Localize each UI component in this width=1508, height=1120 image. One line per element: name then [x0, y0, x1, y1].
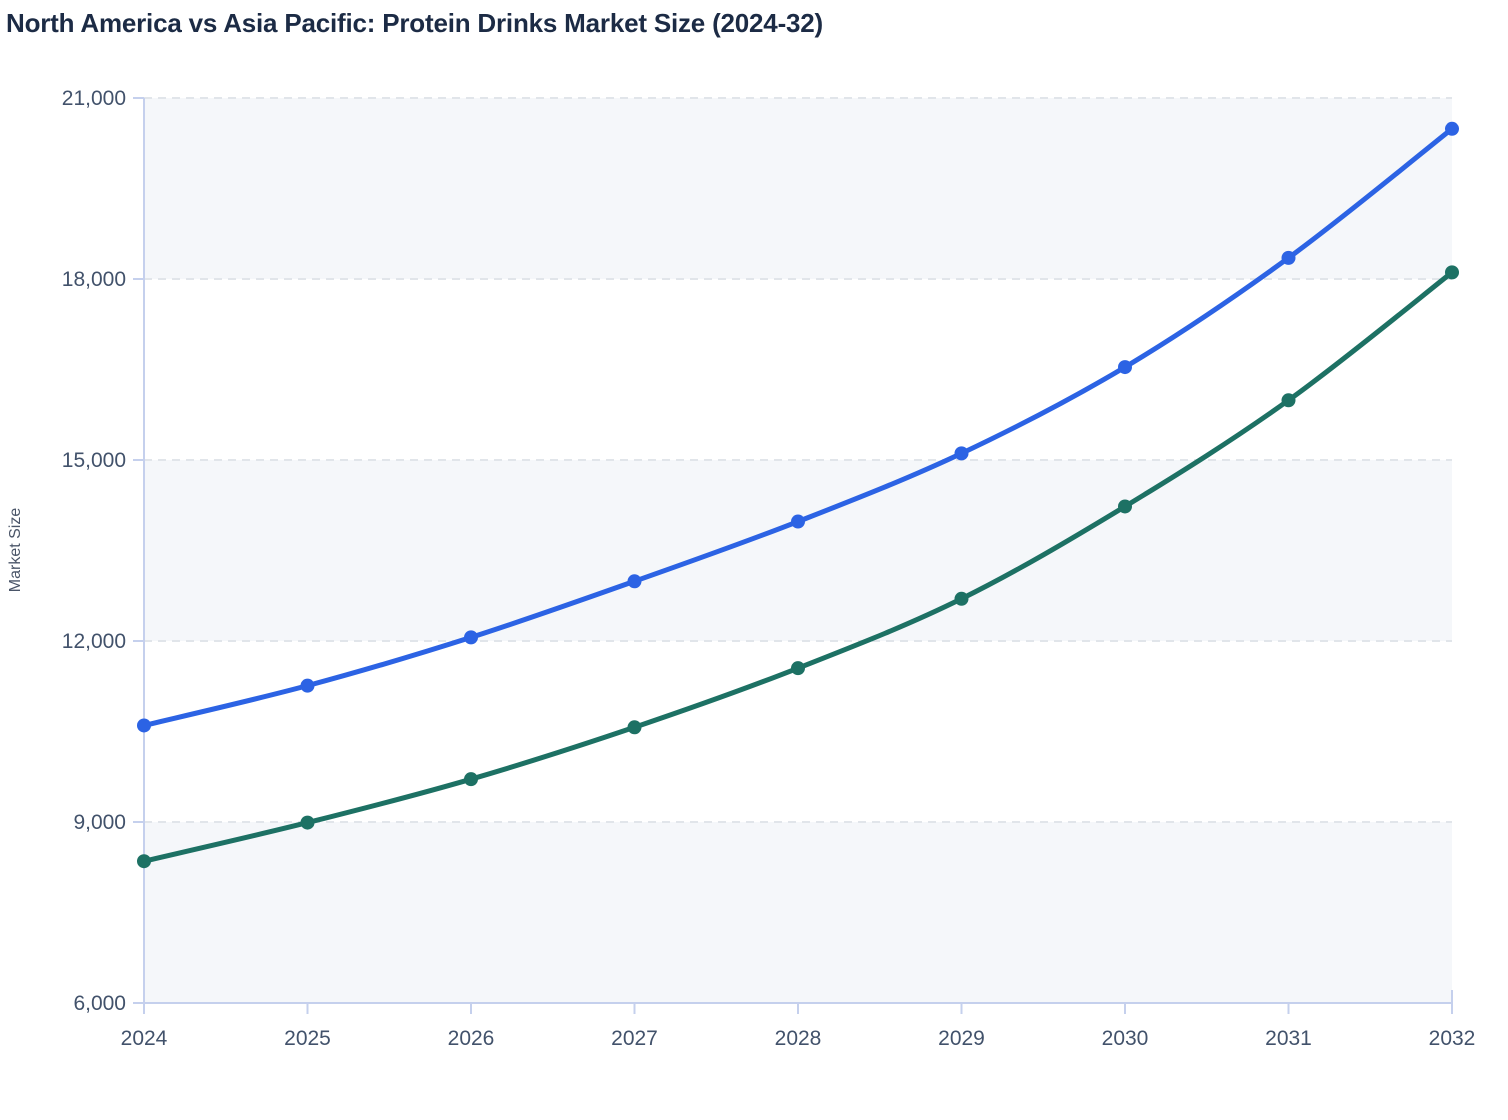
data-point-north-america[interactable] — [791, 514, 805, 529]
data-point-asia-pacific[interactable] — [1445, 265, 1459, 280]
data-point-asia-pacific[interactable] — [464, 772, 478, 787]
y-tick-label: 21,000 — [62, 87, 126, 110]
data-point-north-america[interactable] — [137, 718, 151, 733]
data-point-north-america[interactable] — [464, 630, 478, 645]
y-tick-label: 9,000 — [73, 811, 126, 834]
data-point-asia-pacific[interactable] — [137, 854, 151, 869]
background-bands — [144, 98, 1452, 1003]
data-point-asia-pacific[interactable] — [627, 720, 642, 735]
y-axis-title: Market Size — [7, 508, 24, 593]
x-tick-label: 2029 — [938, 1027, 985, 1050]
data-point-asia-pacific[interactable] — [1118, 499, 1132, 514]
y-tick-label: 12,000 — [62, 630, 126, 653]
x-tick-label: 2025 — [284, 1027, 331, 1050]
y-tick-label: 6,000 — [73, 992, 126, 1015]
plot-band — [144, 279, 1452, 460]
x-tick-label: 2026 — [448, 1027, 495, 1050]
data-point-north-america[interactable] — [1445, 121, 1459, 136]
plot-band — [144, 98, 1452, 279]
data-point-north-america[interactable] — [627, 574, 642, 589]
data-point-asia-pacific[interactable] — [300, 815, 315, 830]
x-tick-label: 2032 — [1429, 1027, 1476, 1050]
x-tick-label: 2024 — [121, 1027, 168, 1050]
y-tick-label: 18,000 — [62, 268, 126, 291]
y-tick-label: 15,000 — [62, 449, 126, 472]
plot-band — [144, 460, 1452, 641]
data-point-north-america[interactable] — [954, 446, 969, 461]
data-point-north-america[interactable] — [1118, 360, 1132, 375]
x-tick-label: 2031 — [1265, 1027, 1312, 1050]
chart-title: North America vs Asia Pacific: Protein D… — [6, 8, 824, 38]
data-point-north-america[interactable] — [300, 678, 315, 693]
axes — [133, 97, 1453, 1014]
x-tick-label: 2028 — [775, 1027, 822, 1050]
data-point-asia-pacific[interactable] — [1281, 393, 1296, 408]
gridlines — [144, 97, 1452, 823]
axis-tick-labels: 6,000 9,000 12,000 15,000 18,000 21,000 2024 20… — [62, 87, 1476, 1050]
data-point-asia-pacific[interactable] — [791, 661, 805, 676]
plot-band — [144, 822, 1452, 1003]
x-tick-label: 2027 — [611, 1027, 658, 1050]
series-lines — [137, 121, 1459, 869]
data-point-asia-pacific[interactable] — [954, 591, 969, 606]
data-point-north-america[interactable] — [1281, 250, 1296, 265]
x-tick-label: 2030 — [1102, 1027, 1149, 1050]
